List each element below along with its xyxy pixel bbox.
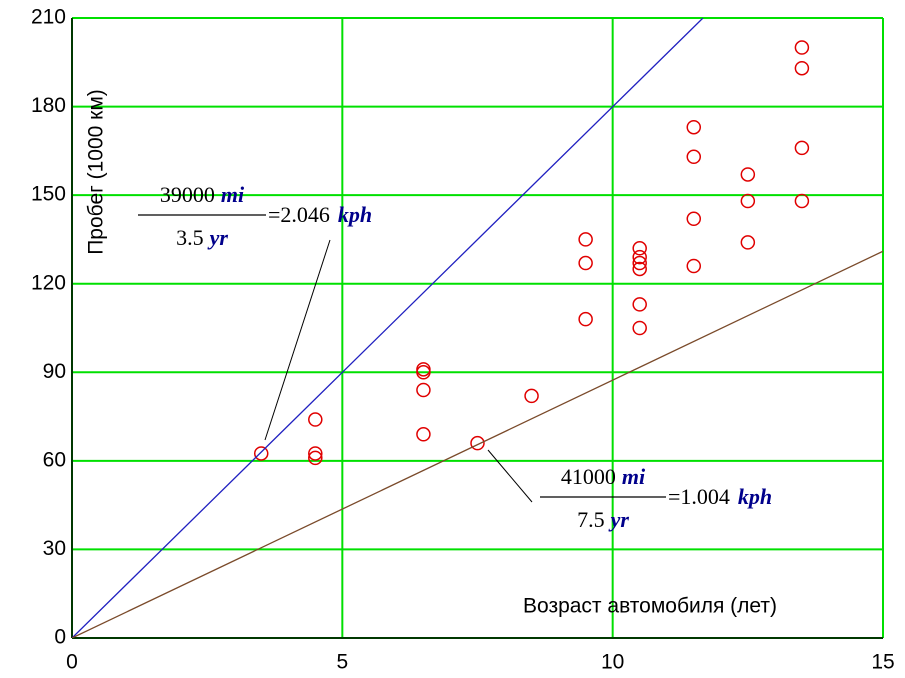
scatter-point xyxy=(740,193,756,209)
numerator: 41000 mi xyxy=(561,464,646,489)
y-tick-label: 90 xyxy=(43,360,66,383)
scatter-point xyxy=(632,320,647,336)
denominator-value: 3.5 xyxy=(176,225,204,250)
scatter-point xyxy=(632,241,647,256)
scatter-point xyxy=(794,193,810,209)
scatter-point xyxy=(578,255,593,271)
scatter-point xyxy=(740,167,756,182)
x-tick-label: 10 xyxy=(601,651,624,674)
result: =2.046 kph xyxy=(268,202,372,227)
scatter-point xyxy=(686,211,702,227)
scatter-point xyxy=(470,435,485,451)
y-tick-label: 120 xyxy=(31,271,66,294)
denominator-value: 7.5 xyxy=(577,507,605,532)
line xyxy=(72,18,704,638)
scatter-point xyxy=(686,119,702,135)
result-value: =2.046 xyxy=(268,202,330,227)
result-value: =1.004 xyxy=(668,484,730,509)
scatter-point xyxy=(253,446,269,461)
scatter-point xyxy=(578,311,593,327)
scatter-point xyxy=(416,362,431,377)
grid xyxy=(71,17,884,639)
scatter-point xyxy=(632,249,647,265)
y-axis-label: Пробег (1000 км) xyxy=(85,89,108,255)
result-unit: kph xyxy=(738,484,772,509)
numerator-unit: mi xyxy=(622,464,646,489)
scatter-point xyxy=(740,235,756,250)
scatter-point xyxy=(416,382,431,398)
numerator-unit: mi xyxy=(221,182,245,207)
line xyxy=(72,250,883,638)
scatter-point xyxy=(416,365,431,380)
leader-line xyxy=(264,239,331,441)
result-unit: kph xyxy=(338,202,372,227)
result: =1.004 kph xyxy=(668,484,772,509)
scatter-point xyxy=(308,412,323,427)
denominator-unit: yr xyxy=(207,225,229,250)
scatter-point xyxy=(524,388,539,404)
scatter-point xyxy=(632,255,647,271)
y-tick-label: 30 xyxy=(43,537,66,560)
scatter-point xyxy=(632,261,647,277)
denominator-unit: yr xyxy=(608,507,630,532)
scatter-point xyxy=(794,60,810,76)
scatter-point xyxy=(794,140,810,156)
scatter-point xyxy=(686,258,702,274)
denominator: 7.5 yr xyxy=(577,507,629,532)
scatter-point xyxy=(632,297,647,312)
y-tick-label: 180 xyxy=(31,94,66,117)
scatter-point xyxy=(686,149,702,165)
scatter-point xyxy=(794,40,810,55)
y-tick-label: 60 xyxy=(43,448,66,471)
scatter-point xyxy=(578,232,593,247)
numerator-value: 39000 xyxy=(160,182,215,207)
y-tick-label: 0 xyxy=(54,626,66,649)
scatter-point xyxy=(308,446,323,461)
x-tick-label: 15 xyxy=(871,651,894,674)
x-tick-label: 0 xyxy=(66,651,78,674)
denominator: 3.5 yr xyxy=(176,225,228,250)
scatter-point xyxy=(416,427,431,442)
x-tick-label: 5 xyxy=(336,651,348,674)
leader-line xyxy=(487,449,533,503)
numerator-value: 41000 xyxy=(561,464,616,489)
numerator: 39000 mi xyxy=(160,182,245,207)
scatter-point xyxy=(308,450,323,466)
y-tick-label: 150 xyxy=(31,183,66,206)
x-axis-label: Возраст автомобиля (лет) xyxy=(523,595,777,618)
y-tick-label: 210 xyxy=(31,6,66,29)
